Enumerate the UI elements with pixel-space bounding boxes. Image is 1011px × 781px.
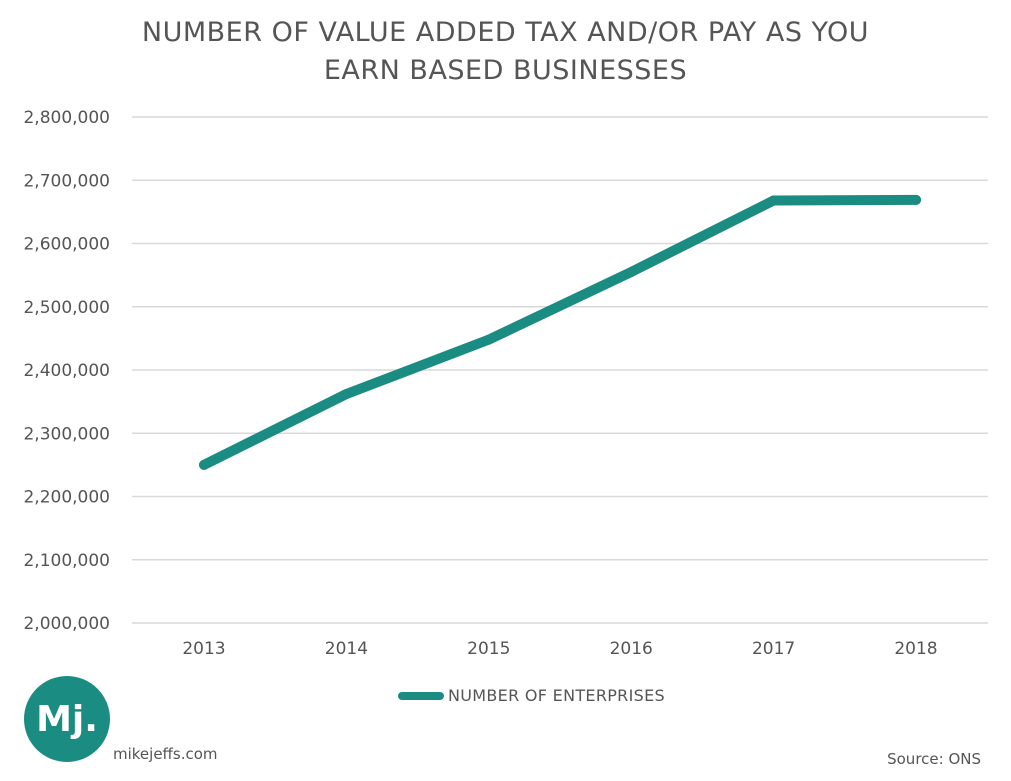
data-point (768, 195, 779, 206)
legend-label: NUMBER OF ENTERPRISES (448, 686, 665, 705)
x-tick-label: 2017 (752, 639, 795, 659)
chart-title-line-2: EARN BASED BUSINESSES (323, 55, 688, 86)
y-tick-label: 2,000,000 (23, 614, 110, 634)
y-tick-label: 2,800,000 (23, 108, 110, 128)
data-point (341, 389, 352, 400)
x-tick-label: 2013 (182, 639, 225, 659)
chart-title: NUMBER OF VALUE ADDED TAX AND/OR PAY AS … (0, 14, 1011, 90)
mj-logo: Mj. (24, 676, 110, 762)
x-tick-label: 2015 (467, 639, 510, 659)
chart-title-line-1: NUMBER OF VALUE ADDED TAX AND/OR PAY AS … (141, 17, 870, 48)
source-note: Source: ONS (887, 750, 981, 768)
legend: NUMBER OF ENTERPRISES (398, 686, 665, 705)
y-tick-label: 2,300,000 (23, 424, 110, 444)
legend-swatch (398, 691, 444, 700)
grid-lines (132, 116, 988, 624)
data-point (483, 334, 494, 345)
x-tick-label: 2018 (894, 639, 937, 659)
y-tick-label: 2,500,000 (23, 298, 110, 318)
y-tick-label: 2,200,000 (23, 488, 110, 508)
y-axis-ticks: 2,000,000 2,100,000 2,200,000 2,300,000 2,40… (23, 108, 110, 634)
data-point (199, 459, 209, 470)
y-tick-label: 2,600,000 (23, 235, 110, 255)
site-url: mikejeffs.com (113, 745, 218, 763)
data-point (626, 266, 637, 277)
series-line (199, 194, 921, 470)
data-point (911, 194, 921, 205)
logo-text: Mj. (36, 698, 98, 740)
y-tick-label: 2,700,000 (23, 171, 110, 191)
y-tick-label: 2,100,000 (23, 551, 110, 571)
x-axis-ticks: 2013 2014 2015 2016 2017 2018 (182, 639, 937, 659)
x-tick-label: 2016 (610, 639, 653, 659)
x-tick-label: 2014 (325, 639, 368, 659)
y-tick-label: 2,400,000 (23, 361, 110, 381)
series-layer (199, 194, 921, 470)
